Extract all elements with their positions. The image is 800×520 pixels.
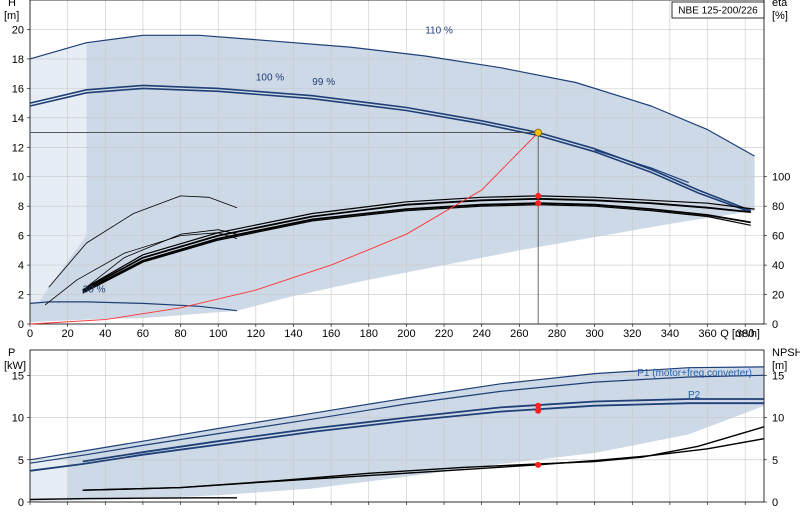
x-tick-label: 160	[322, 328, 340, 340]
y-right-axis-title: eta	[772, 0, 788, 9]
y-left-tick-label: 0	[18, 497, 24, 509]
y-left-tick-label: 10	[12, 172, 24, 184]
y-left-tick-label: 8	[18, 201, 24, 213]
curve-label: 100 %	[256, 72, 284, 83]
x-tick-label: 300	[585, 328, 603, 340]
y-left-tick-label: 6	[18, 231, 24, 243]
y-right-tick-label: 60	[772, 231, 784, 243]
series-line-100-	[29, 84, 752, 212]
curve-label: 110 %	[425, 25, 453, 36]
power-duty-point	[535, 407, 542, 414]
y-right-tick-label: 40	[772, 260, 784, 272]
curve-label: 99 %	[312, 77, 335, 88]
y-left-tick-label: 18	[12, 54, 24, 66]
x-tick-label: 380	[736, 328, 754, 340]
y-left-axis-title: H	[8, 0, 16, 9]
operating-envelope	[30, 366, 764, 502]
x-tick-label: 120	[247, 328, 265, 340]
series-line-eta-99-b	[82, 204, 751, 294]
y-left-tick-label: 12	[12, 142, 24, 154]
x-tick-label: 360	[698, 328, 716, 340]
series-line-p1-110-	[29, 366, 765, 461]
y-left-tick-label: 4	[18, 260, 24, 272]
series-line-110-low	[594, 149, 689, 184]
series-line-eta-110-	[86, 195, 755, 288]
x-tick-label: 60	[137, 328, 149, 340]
y-right-tick-label: 5	[772, 455, 778, 467]
efficiency-duty-point	[535, 200, 542, 207]
head-efficiency-panel: 0 20 40 60 80 100 120 140 160 180 200 220 240 260 280 3…	[4, 0, 790, 340]
y-right-tick-label: 0	[772, 497, 778, 509]
power-duty-point	[535, 402, 542, 409]
series-line-eta-99-	[82, 202, 751, 293]
y-left-axis-unit: [kW]	[4, 360, 26, 372]
y-left-tick-label: 20	[12, 24, 24, 36]
y-right-tick-label: 0	[772, 319, 778, 331]
y-left-axis-title: P	[8, 347, 15, 359]
series-line-30-	[29, 301, 238, 312]
y-left-tick-label: 14	[12, 113, 24, 125]
series-line-eta-100-	[82, 197, 751, 291]
power-duty-point	[535, 461, 542, 468]
y-left-tick-label: 5	[18, 455, 24, 467]
x-tick-label: 220	[435, 328, 453, 340]
series-line-110-	[29, 34, 755, 157]
model-label: NBE 125-200/226	[678, 6, 758, 17]
series-line-eta-30-c	[86, 229, 238, 288]
duty-point-marker	[534, 128, 543, 137]
y-right-axis-unit: [m]	[772, 360, 787, 372]
series-line-p1-100-	[82, 398, 764, 463]
curve-label: 30 %	[83, 285, 106, 296]
x-tick-label: 40	[99, 328, 111, 340]
y-right-axis-title: NPSH	[772, 347, 800, 359]
series-line-p2-110-	[29, 374, 765, 464]
envelope-wedge	[30, 454, 68, 502]
x-axis-title: Q [m³/h]	[720, 328, 760, 340]
series-line-eta-30-b	[48, 195, 238, 288]
y-left-tick-label: 10	[12, 413, 24, 425]
envelope-wedge	[30, 42, 87, 305]
y-left-axis-unit: [m]	[4, 10, 19, 22]
x-tick-label: 200	[397, 328, 415, 340]
x-tick-label: 20	[62, 328, 74, 340]
y-right-tick-label: 20	[772, 290, 784, 302]
series-line-npsh-2	[82, 426, 765, 491]
series-line-99-	[29, 87, 752, 213]
legend-p1: P1 (motor+freq.converter)	[637, 368, 752, 379]
y-left-tick-label: 0	[18, 319, 24, 331]
y-right-tick-label: 80	[772, 201, 784, 213]
y-right-axis-unit: [%]	[772, 10, 788, 22]
x-tick-label: 320	[623, 328, 641, 340]
x-tick-label: 340	[661, 328, 679, 340]
y-left-tick-label: 15	[12, 370, 24, 382]
x-tick-label: 100	[209, 328, 227, 340]
plot-frame	[29, 0, 765, 325]
x-tick-label: 140	[284, 328, 302, 340]
series-line-p-30-	[29, 497, 237, 501]
legend-p2: P2	[688, 390, 701, 401]
system-curve	[29, 132, 539, 325]
model-label-box: NBE 125-200/226	[671, 1, 765, 19]
plot-frame	[29, 349, 765, 503]
y-left-tick-label: 16	[12, 83, 24, 95]
y-left-tick-label: 2	[18, 290, 24, 302]
x-tick-label: 180	[360, 328, 378, 340]
x-tick-label: 260	[510, 328, 528, 340]
operating-envelope	[30, 35, 755, 323]
x-tick-label: 280	[548, 328, 566, 340]
x-tick-label: 80	[174, 328, 186, 340]
efficiency-duty-point	[535, 192, 542, 199]
y-right-tick-label: 10	[772, 413, 784, 425]
x-tick-label: 0	[27, 328, 33, 340]
power-npsh-panel: 0 5 10 15 0 5 10 15 P[kW] NPSH[m] P1 (motor+freq.c…	[4, 347, 800, 509]
x-tick-label: 240	[473, 328, 491, 340]
series-line-eta-30-	[44, 232, 238, 306]
y-right-tick-label: 15	[772, 370, 784, 382]
series-line-p2-100-	[29, 402, 764, 472]
y-right-tick-label: 100	[772, 172, 790, 184]
